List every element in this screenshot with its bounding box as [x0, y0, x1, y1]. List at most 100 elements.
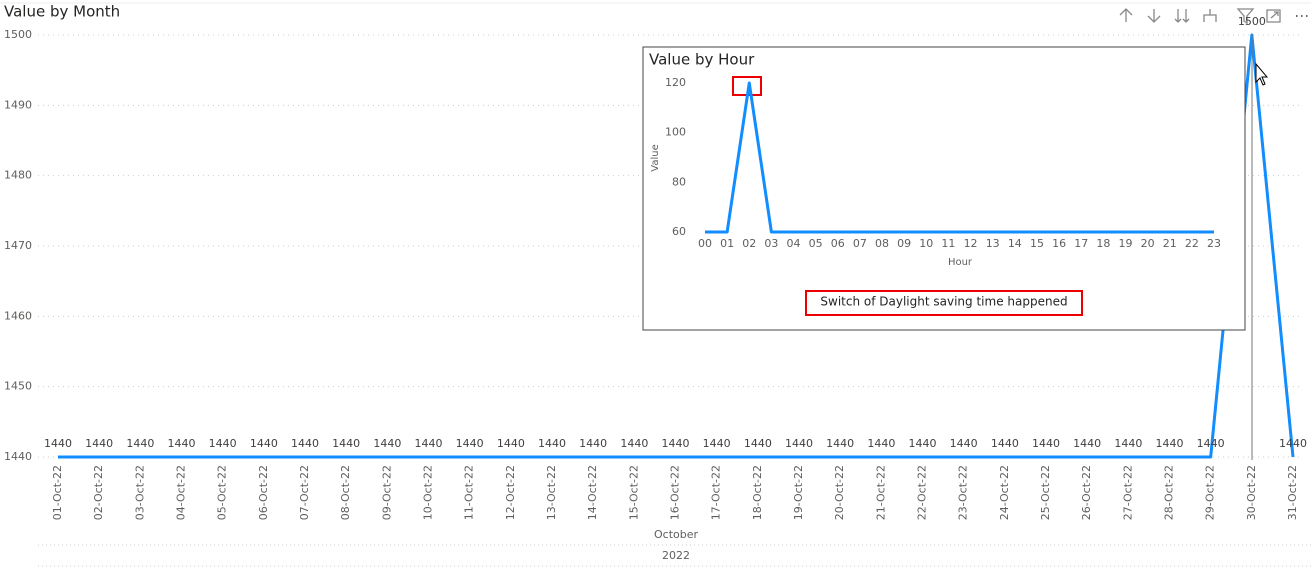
- x-tick-label: 04: [787, 237, 801, 250]
- x-tick-label: 18-Oct-22: [751, 465, 764, 520]
- y-tick-label: 1440: [4, 450, 32, 463]
- x-tick-label: 16: [1052, 237, 1066, 250]
- chart-title: Value by Month: [4, 3, 120, 21]
- x-tick-label: 03: [764, 237, 778, 250]
- x-tick-label: 03-Oct-22: [133, 465, 146, 520]
- x-tick-label: 14-Oct-22: [586, 465, 599, 520]
- x-tick-label: 01: [720, 237, 734, 250]
- x-tick-label: 04-Oct-22: [175, 465, 188, 520]
- data-label: 1440: [291, 437, 319, 450]
- next-level-icon[interactable]: [1174, 9, 1190, 23]
- line-series: [705, 81, 1214, 234]
- x-tick-label: 29-Oct-22: [1204, 465, 1217, 520]
- data-label: 1440: [950, 437, 978, 450]
- data-label: 1440: [456, 437, 484, 450]
- x-axis-title: Hour: [948, 257, 973, 268]
- expand-icon[interactable]: [1203, 9, 1217, 22]
- x-tick-label: 20-Oct-22: [833, 465, 846, 520]
- x-group-label: October: [654, 528, 698, 541]
- data-label: 1440: [867, 437, 895, 450]
- data-label: 1440: [1197, 437, 1225, 450]
- data-label: 1440: [1279, 437, 1307, 450]
- data-label: 1440: [415, 437, 443, 450]
- x-tick-label: 02-Oct-22: [92, 465, 105, 520]
- x-tick-label: 11: [941, 237, 955, 250]
- data-label: 1500: [1238, 15, 1266, 28]
- y-tick-label: 60: [672, 225, 686, 238]
- x-tick-label: 01-Oct-22: [51, 465, 64, 520]
- x-tick-label: 15: [1030, 237, 1044, 250]
- x-tick-label: 31-Oct-22: [1286, 465, 1299, 520]
- x-tick-label: 10-Oct-22: [422, 465, 435, 520]
- x-tick-label: 21-Oct-22: [874, 465, 887, 520]
- drill-down-icon[interactable]: [1147, 9, 1161, 23]
- x-tick-label: 07: [853, 237, 867, 250]
- data-label: 1440: [85, 437, 113, 450]
- tooltip-title: Value by Hour: [649, 51, 755, 69]
- y-tick-label: 1460: [4, 309, 32, 322]
- y-tick-label: 1470: [4, 239, 32, 252]
- x-tick-label: 09: [897, 237, 911, 250]
- y-tick-label: 120: [665, 76, 686, 89]
- x-tick-label: 07-Oct-22: [298, 465, 311, 520]
- x-tick-label: 23: [1207, 237, 1221, 250]
- x-tick-label: 30-Oct-22: [1245, 465, 1258, 520]
- x-tick-label: 17: [1074, 237, 1088, 250]
- line-series: [58, 33, 1295, 459]
- y-tick-label: 1490: [4, 98, 32, 111]
- y-tick-label: 80: [672, 175, 686, 188]
- x-tick-label: 06-Oct-22: [257, 465, 270, 520]
- x-tick-label: 23-Oct-22: [957, 465, 970, 520]
- data-label: 1440: [1114, 437, 1142, 450]
- annotation-box: [805, 290, 1083, 316]
- data-label: 1440: [1073, 437, 1101, 450]
- data-label: 1440: [662, 437, 690, 450]
- y-tick-label: 100: [665, 126, 686, 139]
- focus-mode-icon[interactable]: [1266, 9, 1281, 23]
- data-label: 1440: [991, 437, 1019, 450]
- x-tick-label: 10: [919, 237, 933, 250]
- data-label: 1440: [826, 437, 854, 450]
- x-tick-label: 15-Oct-22: [627, 465, 640, 520]
- data-label: 1440: [126, 437, 154, 450]
- x-tick-label: 27-Oct-22: [1121, 465, 1134, 520]
- data-label: 1440: [785, 437, 813, 450]
- tooltip: Value by Hour Switch of Daylight saving …: [642, 46, 1246, 331]
- data-label: 1440: [332, 437, 360, 450]
- x-tick-label: 02: [742, 237, 756, 250]
- data-label: 1440: [373, 437, 401, 450]
- data-label: 1440: [579, 437, 607, 450]
- data-label: 1440: [538, 437, 566, 450]
- x-tick-label: 24-Oct-22: [998, 465, 1011, 520]
- y-tick-label: 1500: [4, 28, 32, 41]
- filter-icon[interactable]: [1236, 8, 1255, 25]
- visual-header-icons[interactable]: [1119, 8, 1308, 25]
- x-tick-label: 00: [698, 237, 712, 250]
- x-tick-label: 28-Oct-22: [1163, 465, 1176, 520]
- x-tick-label: 06: [831, 237, 845, 250]
- x-tick-label: 18: [1096, 237, 1110, 250]
- data-label: 1440: [909, 437, 937, 450]
- x-tick-label: 05-Oct-22: [216, 465, 229, 520]
- cursor: [1255, 62, 1269, 86]
- x-group-label: 2022: [662, 549, 690, 562]
- y-axis-title: Value: [650, 144, 661, 171]
- x-tick-label: 09-Oct-22: [380, 465, 393, 520]
- x-tick-label: 14: [1008, 237, 1022, 250]
- data-label: 1440: [209, 437, 237, 450]
- data-label: 1440: [1032, 437, 1060, 450]
- data-label: 1440: [703, 437, 731, 450]
- x-tick-label: 22: [1185, 237, 1199, 250]
- x-tick-label: 21: [1163, 237, 1177, 250]
- x-tick-label: 13: [986, 237, 1000, 250]
- data-label: 1440: [168, 437, 196, 450]
- x-tick-label: 16-Oct-22: [669, 465, 682, 520]
- data-label: 1440: [1156, 437, 1184, 450]
- data-label: 1440: [250, 437, 278, 450]
- drill-up-icon[interactable]: [1119, 8, 1133, 22]
- y-tick-label: 1450: [4, 380, 32, 393]
- y-tick-label: 1480: [4, 169, 32, 182]
- x-tick-label: 12-Oct-22: [504, 465, 517, 520]
- x-tick-label: 20: [1141, 237, 1155, 250]
